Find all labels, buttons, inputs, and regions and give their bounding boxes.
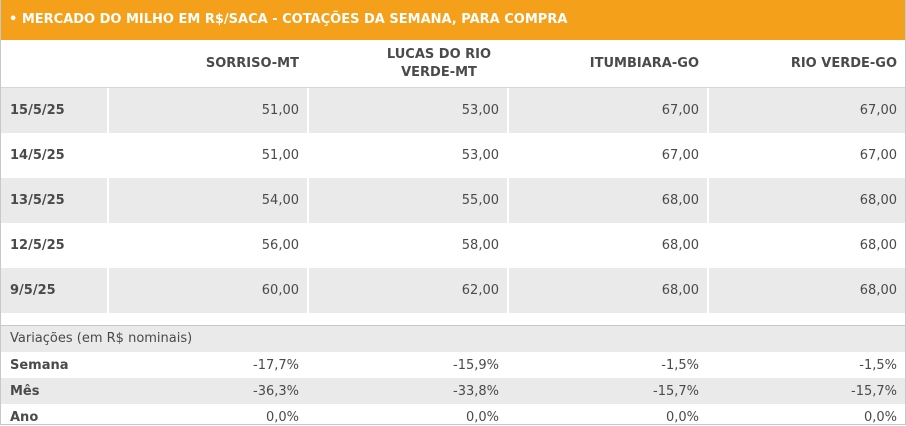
variation-cell: -36,3%	[253, 383, 299, 399]
price-cell: 68,00	[707, 223, 905, 268]
variation-row: Ano 0,0% 0,0% 0,0% 0,0%	[1, 404, 905, 425]
header-sorriso-mt: SORRISO-MT	[205, 55, 299, 71]
variations-title: Variações (em R$ nominais)	[1, 325, 905, 352]
variation-cell: -33,8%	[453, 383, 499, 399]
variation-cell: -1,5%	[859, 357, 897, 373]
variation-label: Mês	[10, 383, 40, 399]
table-title: • MERCADO DO MILHO EM R$/SACA - COTAÇÕES…	[1, 0, 905, 40]
variation-row: Mês -36,3% -33,8% -15,7% -15,7%	[1, 378, 905, 404]
table-row: 14/5/25 51,00 53,00 67,00 67,00	[1, 133, 905, 178]
row-date: 15/5/25	[10, 103, 65, 118]
price-cell: 51,00	[107, 133, 307, 178]
price-cell: 67,00	[707, 88, 905, 133]
variation-cell: 0,0%	[265, 409, 299, 425]
price-cell: 55,00	[307, 178, 507, 223]
variation-cell: -1,5%	[661, 357, 699, 373]
price-cell: 68,00	[707, 178, 905, 223]
price-cell: 62,00	[307, 268, 507, 313]
price-cell: 68,00	[507, 223, 707, 268]
variation-cell: -17,7%	[253, 357, 299, 373]
table-header: SORRISO-MT LUCAS DO RIO VERDE-MT ITUMBIA…	[1, 40, 905, 88]
price-cell: 68,00	[507, 268, 707, 313]
header-rio-verde-go: RIO VERDE-GO	[790, 55, 897, 71]
header-lucas-label: LUCAS DO RIO VERDE-MT	[386, 46, 492, 80]
variation-cell: -15,7%	[851, 383, 897, 399]
price-cell: 68,00	[707, 268, 905, 313]
table-row: 13/5/25 54,00 55,00 68,00 68,00	[1, 178, 905, 223]
variation-cell: 0,0%	[465, 409, 499, 425]
table-row: 9/5/25 60,00 62,00 68,00 68,00	[1, 268, 905, 313]
header-itumbiara-go: ITUMBIARA-GO	[589, 55, 699, 71]
price-cell: 67,00	[507, 88, 707, 133]
price-cell: 58,00	[307, 223, 507, 268]
price-cell: 53,00	[307, 88, 507, 133]
price-cell: 67,00	[507, 133, 707, 178]
row-date: 9/5/25	[10, 283, 56, 298]
price-cell: 54,00	[107, 178, 307, 223]
row-date: 13/5/25	[10, 193, 65, 208]
table-row: 15/5/25 51,00 53,00 67,00 67,00	[1, 88, 905, 133]
price-cell: 51,00	[107, 88, 307, 133]
variation-cell: 0,0%	[863, 409, 897, 425]
variation-row: Semana -17,7% -15,9% -1,5% -1,5%	[1, 352, 905, 378]
price-cell: 68,00	[507, 178, 707, 223]
price-cell: 60,00	[107, 268, 307, 313]
header-lucas-do-rio-verde-mt: LUCAS DO RIO VERDE-MT	[307, 40, 507, 87]
price-cell: 56,00	[107, 223, 307, 268]
price-cell: 67,00	[707, 133, 905, 178]
variation-label: Semana	[10, 357, 69, 373]
variation-cell: 0,0%	[665, 409, 699, 425]
variation-cell: -15,9%	[453, 357, 499, 373]
variation-cell: -15,7%	[653, 383, 699, 399]
header-empty	[1, 40, 107, 87]
price-cell: 53,00	[307, 133, 507, 178]
variation-label: Ano	[10, 409, 39, 425]
table-row: 12/5/25 56,00 58,00 68,00 68,00	[1, 223, 905, 268]
row-date: 14/5/25	[10, 148, 65, 163]
row-date: 12/5/25	[10, 238, 65, 253]
